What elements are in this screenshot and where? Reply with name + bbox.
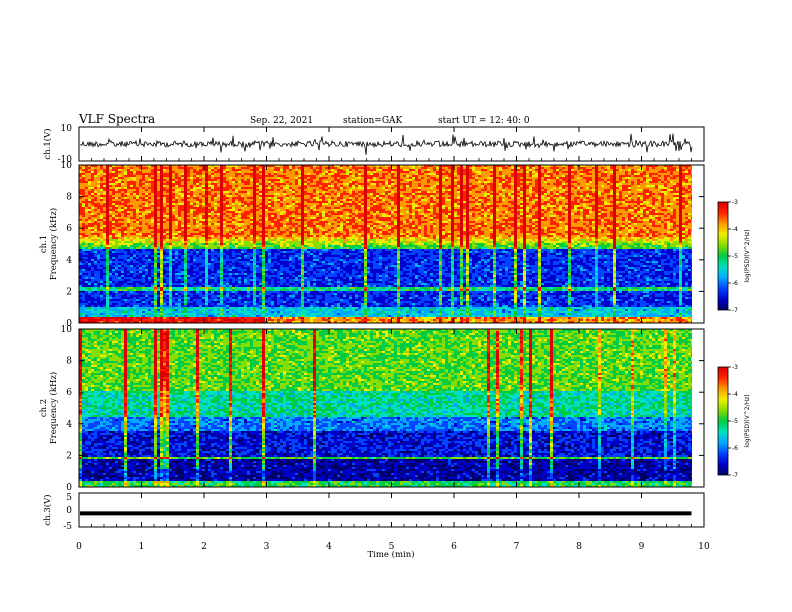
- time-tick-label: 2: [201, 542, 207, 552]
- colorbar-tick: -6: [732, 445, 738, 452]
- ch3-ytick-mid: 0: [66, 506, 72, 516]
- figure-title: VLF Spectra: [78, 112, 155, 126]
- ch2-spectrogram-panel: 0 2 4 6 8 10 ch.2 Frequency (kHz): [39, 325, 705, 493]
- ch2-spec-ylabel-freq: Frequency (kHz): [48, 372, 59, 444]
- station-label: station=GAK: [343, 116, 403, 126]
- time-tick-label: 10: [698, 542, 710, 552]
- spec2-ytick: 2: [66, 451, 72, 461]
- ch1-waveform-ylabel: ch.1(V): [42, 128, 53, 159]
- spec1-ytick: 6: [66, 224, 72, 234]
- colorbar-tick: -5: [732, 253, 738, 260]
- spec1-ytick: 2: [66, 287, 72, 297]
- colorbar-tick: -3: [732, 364, 738, 371]
- start-time-label: start UT = 12: 40: 0: [438, 116, 530, 126]
- ch1-spectrogram-panel: 0 2 4 6 8 10 ch.1 Frequency (kHz): [39, 161, 705, 329]
- colorbar-label: log(PSD)(V^2/Hz): [744, 229, 751, 282]
- colorbar-label: log(PSD)(V^2/Hz): [744, 394, 751, 447]
- ch1-ytick-bottom: -10: [58, 155, 73, 165]
- colorbar-tick: -3: [732, 199, 738, 206]
- ch2-colorbar: -3 -4 -5 -6 -7 log(PSD)(V^2/Hz): [717, 364, 751, 479]
- ch3-ylabel: ch.3(V): [42, 494, 53, 525]
- colorbar-tick: -7: [732, 307, 738, 314]
- colorbar-tick: -5: [732, 418, 738, 425]
- time-tick-label: 3: [264, 542, 270, 552]
- time-axis: 0 1 2 3 4 5 6 7 8 9 10: [76, 127, 710, 552]
- ch2-spec-ylabel-channel: ch.2: [39, 399, 49, 417]
- ch1-colorbar: -3 -4 -5 -6 -7 log(PSD)(V^2/Hz): [717, 199, 751, 314]
- date-label: Sep. 22, 2021: [250, 116, 313, 126]
- spec1-ytick: 0: [66, 319, 72, 329]
- spec1-ytick: 4: [66, 256, 72, 266]
- spec2-ytick: 10: [61, 325, 73, 335]
- colorbar-tick: -7: [732, 472, 738, 479]
- spec1-ytick: 8: [66, 193, 72, 203]
- time-tick-label: 9: [639, 542, 645, 552]
- time-tick-label: 7: [514, 542, 520, 552]
- spec2-ytick: 0: [66, 483, 72, 493]
- time-tick-label: 1: [139, 542, 145, 552]
- ch1-ytick-top: 10: [61, 124, 73, 134]
- time-tick-label: 6: [451, 542, 457, 552]
- time-tick-label: 0: [76, 542, 82, 552]
- spec2-ytick: 4: [66, 420, 72, 430]
- ch1-spec-ylabel-channel: ch.1: [39, 235, 49, 253]
- spec2-ytick: 6: [66, 388, 72, 398]
- ch3-ytick-bottom: -5: [63, 522, 72, 532]
- ch3-panel: 5 0 -5 ch.3(V): [42, 492, 705, 532]
- time-tick-label: 5: [389, 542, 395, 552]
- ch1-waveform-line: [79, 133, 693, 155]
- time-tick-label: 8: [576, 542, 582, 552]
- colorbar-tick: -6: [732, 280, 738, 287]
- ch1-spectrogram-canvas: [79, 165, 692, 323]
- ch3-ytick-top: 5: [66, 493, 72, 503]
- ch2-spectrogram-canvas: [79, 329, 692, 487]
- spec1-ytick: 10: [61, 161, 73, 171]
- spec2-ytick: 8: [66, 357, 72, 367]
- time-axis-label: Time (min): [367, 549, 414, 560]
- colorbar-tick: -4: [732, 391, 738, 398]
- colorbar-tick: -4: [732, 226, 738, 233]
- time-tick-label: 4: [326, 542, 332, 552]
- ch1-spec-ylabel-freq: Frequency (kHz): [48, 208, 59, 280]
